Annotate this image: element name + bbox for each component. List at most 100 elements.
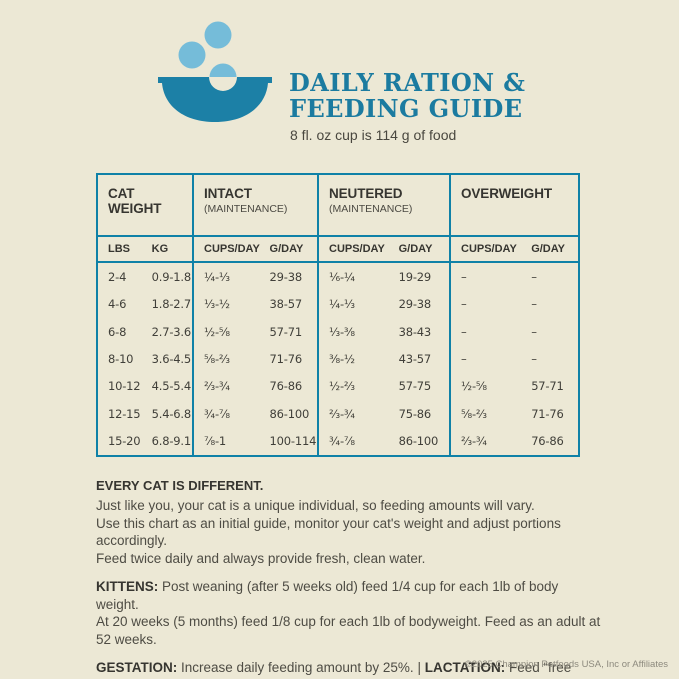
group-header: INTACT (MAINTENANCE) xyxy=(194,175,317,237)
cell-grams: 38-43 xyxy=(398,324,432,339)
table-row: ⅙-¼ 19-29 xyxy=(319,263,449,290)
group-header: CAT WEIGHT xyxy=(98,175,192,237)
table-row: ⅔-¾ 76-86 xyxy=(451,428,578,455)
gestation-line: GESTATION: Increase daily feeding amount… xyxy=(96,659,601,679)
cell-cups: ⅜-½ xyxy=(329,351,355,366)
title-line-1: DAILY RATION & xyxy=(289,68,526,97)
subheader-row: CUPS/DAY G/DAY xyxy=(319,237,449,263)
table-row: ½-⅝ 57-71 xyxy=(194,318,317,345)
cell-cups: ⅔-¾ xyxy=(461,434,487,449)
cell-lbs: 4-6 xyxy=(108,297,127,312)
cell-kg: 5.4-6.8 xyxy=(151,406,192,421)
group-header: NEUTERED (MAINTENANCE) xyxy=(319,175,449,237)
group-label: NEUTERED xyxy=(329,186,403,201)
cell-kg: 1.8-2.7 xyxy=(151,297,192,312)
cell-grams: 43-57 xyxy=(398,351,432,366)
cell-kg: 0.9-1.8 xyxy=(151,269,192,284)
cell-grams: 57-75 xyxy=(398,379,432,394)
cell-grams: 71-76 xyxy=(531,406,564,421)
cell-cups: ¾-⅞ xyxy=(329,434,355,449)
copyright-notice: ©2025 Champion Petfoods USA, Inc or Affi… xyxy=(464,659,668,670)
table-row: ½-⅝ 57-71 xyxy=(451,373,578,400)
group-body: – – – – – – – – ½-⅝ 57-71 ⅝-⅔ 71-76 ⅔-¾ 76-86 xyxy=(451,263,578,455)
cell-cups: ⅝-⅔ xyxy=(461,406,487,421)
subheader-row: CUPS/DAY G/DAY xyxy=(194,237,317,263)
cell-cups: ¼-⅓ xyxy=(329,297,355,312)
table-row: ⅝-⅔ 71-76 xyxy=(194,345,317,372)
col-header-kg: KG xyxy=(151,243,169,255)
cell-cups: – xyxy=(461,297,467,312)
cell-grams: – xyxy=(531,269,537,284)
cell-cups: – xyxy=(461,269,467,284)
column-group-cat-weight: CAT WEIGHT LBS KG 2-4 0.9-1.8 4-6 1.8-2.7 … xyxy=(98,175,192,455)
group-body: 2-4 0.9-1.8 4-6 1.8-2.7 6-8 2.7-3.6 8-10 3.6… xyxy=(98,263,192,455)
cell-grams: 100-114 xyxy=(269,434,317,449)
table-row: ⅓-½ 38-57 xyxy=(194,290,317,317)
cell-cups: ⅙-¼ xyxy=(329,269,355,284)
group-label: CAT WEIGHT xyxy=(108,186,162,216)
cell-grams: – xyxy=(531,297,537,312)
table-row: ⅝-⅔ 71-76 xyxy=(451,400,578,427)
table-row: ⅜-½ 43-57 xyxy=(319,345,449,372)
table-row: 2-4 0.9-1.8 xyxy=(98,263,192,290)
kittens-text-1: Post weaning (after 5 weeks old) feed 1/… xyxy=(96,579,559,612)
cell-cups: ⅞-1 xyxy=(204,434,227,449)
table-row: ⅓-⅜ 38-43 xyxy=(319,318,449,345)
cell-kg: 2.7-3.6 xyxy=(151,324,192,339)
cell-grams: 86-100 xyxy=(269,406,310,421)
cell-kg: 6.8-9.1 xyxy=(151,434,192,449)
kittens-line-2: At 20 weeks (5 months) feed 1/8 cup for … xyxy=(96,614,601,647)
cell-grams: 57-71 xyxy=(531,379,564,394)
cell-cups: ½-⅔ xyxy=(329,379,355,394)
page-title: DAILY RATION & FEEDING GUIDE xyxy=(289,70,525,122)
col-header-grams: G/DAY xyxy=(269,243,304,255)
gestation-text: Increase daily feeding amount by 25%. xyxy=(181,660,414,675)
cell-cups: – xyxy=(461,324,467,339)
subheader-row: CUPS/DAY G/DAY xyxy=(451,237,578,263)
cell-cups: ½-⅝ xyxy=(204,324,230,339)
cell-kg: 3.6-4.5 xyxy=(151,351,192,366)
gestation-label: GESTATION: xyxy=(96,660,178,675)
cell-kg: 4.5-5.4 xyxy=(151,379,192,394)
note-line: Just like you, your cat is a unique indi… xyxy=(96,498,535,513)
cell-grams: 75-86 xyxy=(398,406,432,421)
table-row: 6-8 2.7-3.6 xyxy=(98,318,192,345)
cell-cups: ⅔-¾ xyxy=(204,379,230,394)
col-header-grams: G/DAY xyxy=(531,243,566,255)
cell-grams: 19-29 xyxy=(398,269,432,284)
table-row: 8-10 3.6-4.5 xyxy=(98,345,192,372)
col-header-cups: CUPS/DAY xyxy=(204,243,260,255)
table-row: ¼-⅓ 29-38 xyxy=(319,290,449,317)
table-row: – – xyxy=(451,263,578,290)
group-body: ⅙-¼ 19-29 ¼-⅓ 29-38 ⅓-⅜ 38-43 ⅜-½ 43-57 ½-⅔ 5… xyxy=(319,263,449,455)
cell-cups: ⅓-⅜ xyxy=(329,324,355,339)
cell-lbs: 6-8 xyxy=(108,324,127,339)
cell-grams: 71-76 xyxy=(269,351,303,366)
kittens-label: KITTENS: xyxy=(96,579,159,594)
cell-lbs: 15-20 xyxy=(108,434,141,449)
gestation-lactation-note: GESTATION: Increase daily feeding amount… xyxy=(96,659,601,679)
table-row: ¾-⅞ 86-100 xyxy=(319,428,449,455)
feeding-notes: EVERY CAT IS DIFFERENT. Just like you, y… xyxy=(96,478,601,679)
table-row: ⅔-¾ 76-86 xyxy=(194,373,317,400)
cell-cups: ½-⅝ xyxy=(461,379,487,394)
table-row: ⅞-1 100-114 xyxy=(194,428,317,455)
lactation-text: Feed “free choice.” xyxy=(96,660,572,679)
cell-grams: – xyxy=(531,324,537,339)
table-row: ¼-⅓ 29-38 xyxy=(194,263,317,290)
cell-cups: ⅓-½ xyxy=(204,297,230,312)
group-body: ¼-⅓ 29-38 ⅓-½ 38-57 ½-⅝ 57-71 ⅝-⅔ 71-76 ⅔-¾ 7… xyxy=(194,263,317,455)
cell-grams: 29-38 xyxy=(398,297,432,312)
column-group-overweight: OVERWEIGHT CUPS/DAY G/DAY – – – – – – – – ½-… xyxy=(449,175,578,455)
cell-lbs: 12-15 xyxy=(108,406,141,421)
group-label: INTACT xyxy=(204,186,252,201)
table-row: – – xyxy=(451,345,578,372)
lactation-label: LACTATION: xyxy=(424,660,506,675)
col-header-cups: CUPS/DAY xyxy=(461,243,517,255)
feeding-table: CAT WEIGHT LBS KG 2-4 0.9-1.8 4-6 1.8-2.7 … xyxy=(96,173,580,457)
subheader-row: LBS KG xyxy=(98,237,192,263)
notes-paragraph: Just like you, your cat is a unique indi… xyxy=(96,497,601,567)
table-row: – – xyxy=(451,318,578,345)
divider: | xyxy=(417,660,421,675)
